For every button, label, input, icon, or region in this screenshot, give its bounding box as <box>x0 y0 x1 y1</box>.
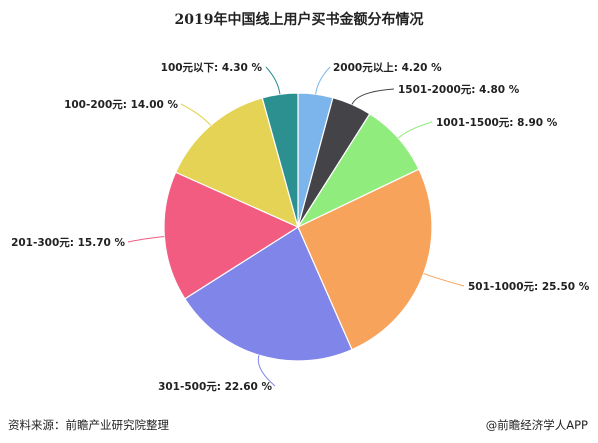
leader-line-3 <box>423 273 465 287</box>
leader-line-6 <box>180 103 212 126</box>
leader-line-4 <box>257 355 276 387</box>
pie-slices <box>163 92 433 362</box>
slice-label-4: 301-500元: 22.60 % <box>158 381 272 393</box>
slice-label-2: 1001-1500元: 8.90 % <box>436 117 558 129</box>
leader-line-5 <box>127 236 165 243</box>
slice-label-7: 100元以下: 4.30 % <box>161 62 263 74</box>
footer-brand: @前瞻经济学人APP <box>485 418 588 432</box>
slice-label-3: 501-1000元: 25.50 % <box>468 281 590 293</box>
pie-slice-4 <box>184 226 353 362</box>
pie-slice-3 <box>297 168 433 351</box>
chart-title: 2019年中国线上用户买书金额分布情况 <box>174 12 424 28</box>
footer-source: 资料来源：前瞻产业研究院整理 <box>8 418 169 432</box>
leader-line-2 <box>397 121 433 139</box>
leader-line-0 <box>315 66 331 95</box>
slice-label-0: 2000元以上: 4.20 % <box>333 61 442 74</box>
pie-slice-6 <box>174 97 299 229</box>
slice-label-1: 1501-2000元: 4.80 % <box>398 84 520 96</box>
slice-labels: 2000元以上: 4.20 % 1501-2000元: 4.80 % 1001-15… <box>11 61 590 393</box>
slice-label-5: 201-300元: 15.70 % <box>11 237 125 249</box>
leader-line-7 <box>265 66 281 95</box>
leader-lines <box>127 66 465 387</box>
leader-line-1 <box>351 88 395 105</box>
slice-label-6: 100-200元: 14.00 % <box>64 99 178 111</box>
